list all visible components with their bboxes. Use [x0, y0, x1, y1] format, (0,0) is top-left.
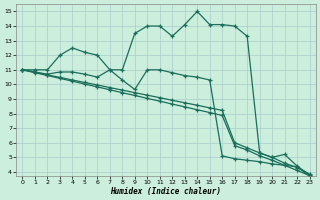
X-axis label: Humidex (Indice chaleur): Humidex (Indice chaleur) — [110, 187, 221, 196]
